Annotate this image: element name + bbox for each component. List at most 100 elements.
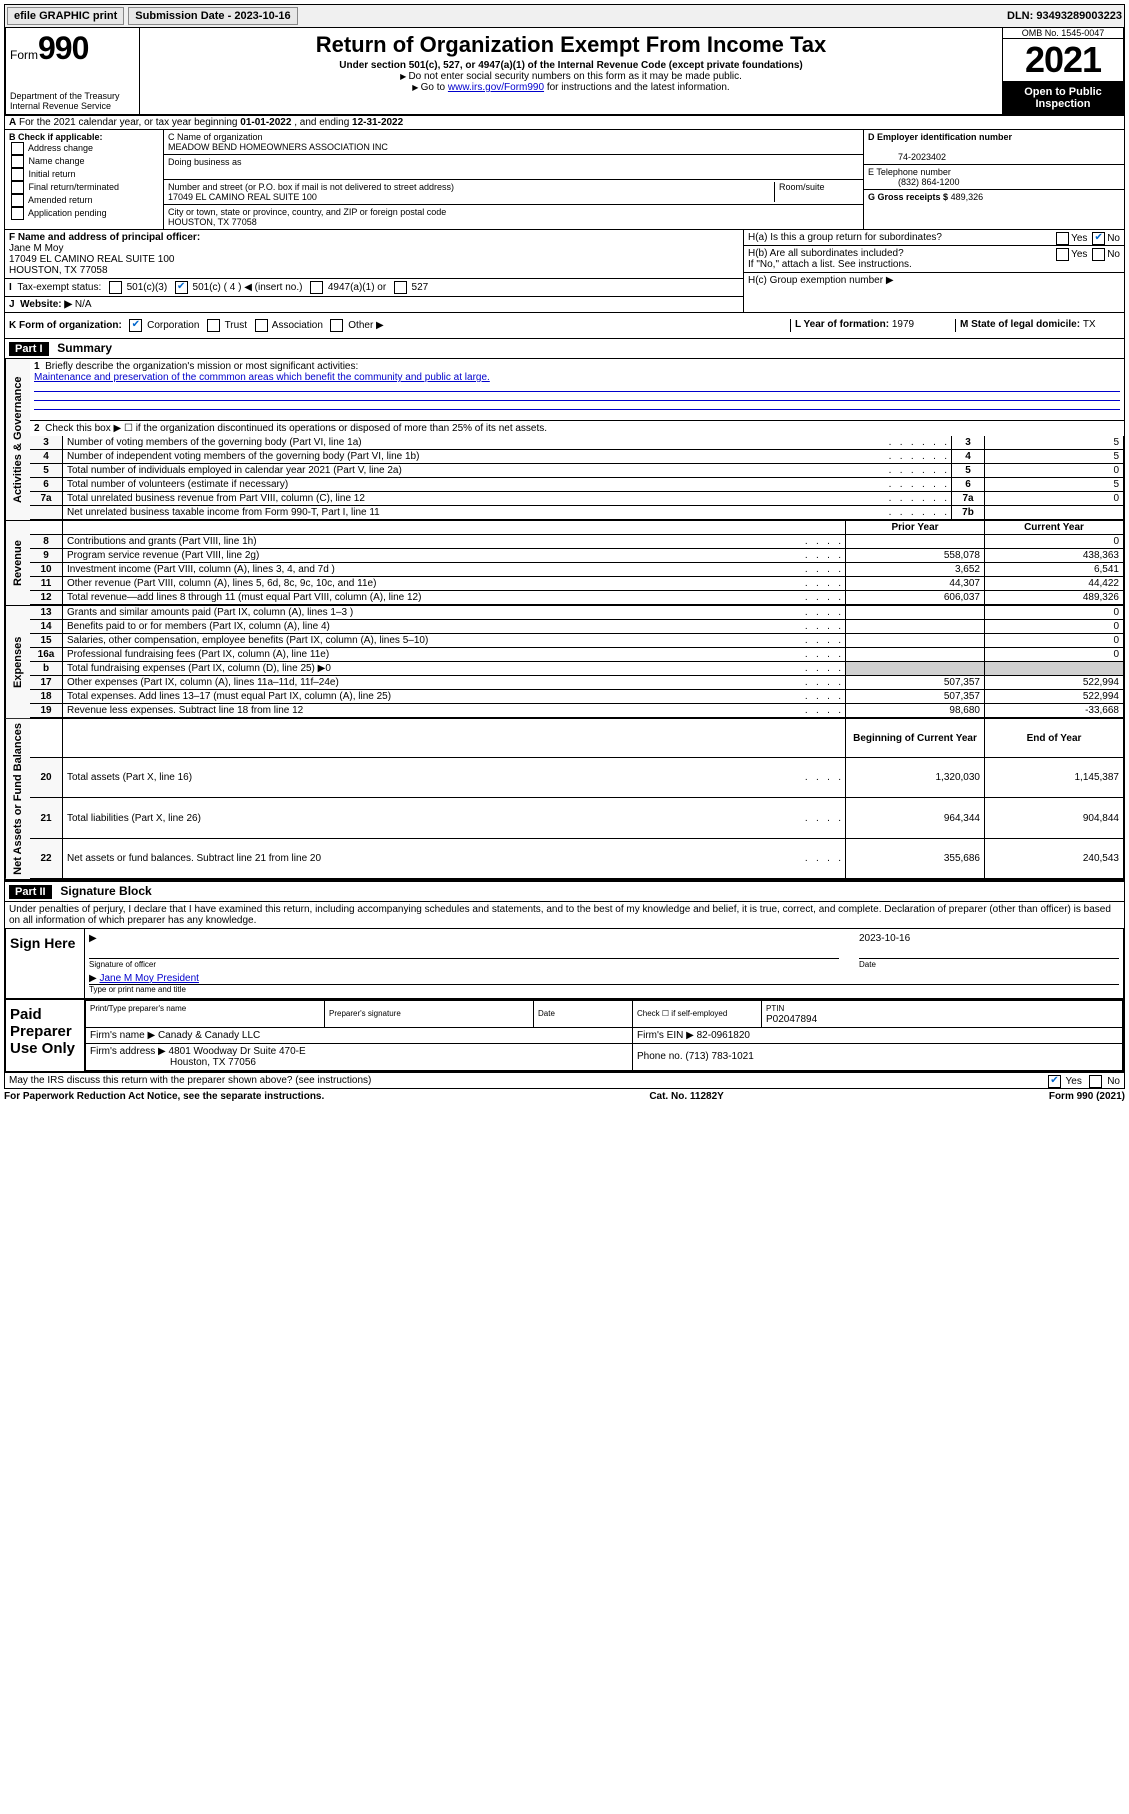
cell-ein: D Employer identification number 74-2023…	[864, 130, 1124, 165]
table-row: 10Investment income (Part VIII, column (…	[30, 563, 1124, 577]
discuss-no: No	[1107, 1076, 1120, 1087]
k-label: K Form of organization:	[9, 320, 122, 331]
f-label: F Name and address of principal officer:	[9, 232, 200, 243]
col-c: C Name of organization MEADOW BEND HOMEO…	[164, 130, 863, 229]
chk-trust[interactable]	[207, 319, 220, 332]
note2-post: for instructions and the latest informat…	[544, 82, 730, 93]
c-city-label: City or town, state or province, country…	[168, 207, 446, 217]
section-net-assets: Net Assets or Fund Balances Beginning of…	[4, 719, 1125, 880]
footer: For Paperwork Reduction Act Notice, see …	[4, 1089, 1125, 1104]
note-link: Go to www.irs.gov/Form990 for instructio…	[146, 82, 996, 93]
col-de: D Employer identification number 74-2023…	[863, 130, 1124, 229]
efile-button[interactable]: efile GRAPHIC print	[7, 7, 124, 25]
chk-501c3[interactable]	[109, 281, 122, 294]
d-value: 74-2023402	[868, 152, 946, 162]
table-governance: 3Number of voting members of the governi…	[30, 436, 1124, 520]
table-row: 11Other revenue (Part VIII, column (A), …	[30, 577, 1124, 591]
rowa-text: For the 2021 calendar year, or tax year …	[19, 117, 240, 128]
q1-answer: Maintenance and preservation of the comm…	[34, 372, 490, 383]
form-title: Return of Organization Exempt From Incom…	[146, 32, 996, 58]
paid-prep-label: Paid Preparer Use Only	[6, 1000, 85, 1071]
dln: DLN: 93493289003223	[1007, 10, 1122, 22]
m-label: M State of legal domicile:	[960, 319, 1083, 330]
f-name: Jane M Moy	[9, 243, 63, 254]
d-label: D Employer identification number	[868, 132, 1012, 142]
note2-pre: Go to	[421, 82, 448, 93]
section-expenses: Expenses 13Grants and similar amounts pa…	[4, 606, 1125, 719]
part2-badge: Part II	[9, 885, 52, 899]
room-suite: Room/suite	[774, 182, 859, 202]
sign-here-label: Sign Here	[6, 929, 85, 998]
rowa-end: 12-31-2022	[352, 117, 403, 128]
c-addr-value: 17049 EL CAMINO REAL SUITE 100	[168, 192, 317, 202]
preparer-table: Print/Type preparer's name Preparer's si…	[85, 1000, 1123, 1071]
footer-cat: Cat. No. 11282Y	[649, 1091, 723, 1102]
chk-initial-return[interactable]	[11, 168, 24, 181]
row-j-website: J Website: ▶ N/A	[5, 297, 743, 312]
header-right: OMB No. 1545-0047 2021 Open to Public In…	[1002, 28, 1123, 114]
chk-address-change[interactable]	[11, 142, 24, 155]
chk-ha-yes[interactable]	[1056, 232, 1069, 245]
chk-application-pending[interactable]	[11, 207, 24, 220]
prep-sig-cell: Preparer's signature	[325, 1000, 534, 1027]
c-name-label: C Name of organization	[168, 132, 263, 142]
chk-hb-yes[interactable]	[1056, 248, 1069, 261]
footer-pra: For Paperwork Reduction Act Notice, see …	[4, 1091, 324, 1102]
j-label: Website: ▶	[20, 299, 72, 310]
prep-date-cell: Date	[534, 1000, 633, 1027]
irs-link[interactable]: www.irs.gov/Form990	[448, 82, 544, 93]
chk-527[interactable]	[394, 281, 407, 294]
self-emp-cell: Check ☐ if self-employed	[633, 1000, 762, 1027]
chk-501c[interactable]	[175, 281, 188, 294]
cell-m: M State of legal domicile: TX	[955, 319, 1120, 332]
submission-date-button[interactable]: Submission Date - 2023-10-16	[128, 7, 297, 25]
hb-no: No	[1107, 249, 1120, 260]
chk-name-change[interactable]	[11, 155, 24, 168]
opt-final-return: Final return/terminated	[29, 182, 120, 192]
chk-final-return[interactable]	[11, 181, 24, 194]
chk-corp[interactable]	[129, 319, 142, 332]
dln-value: 93493289003223	[1036, 10, 1122, 22]
table-row: 20Total assets (Part X, line 16) . . . .…	[30, 758, 1124, 798]
row-hb: H(b) Are all subordinates included? Yes …	[744, 246, 1124, 273]
note-ssn: Do not enter social security numbers on …	[146, 71, 996, 82]
k-o4: Other ▶	[348, 320, 383, 331]
chk-discuss-yes[interactable]	[1048, 1075, 1061, 1088]
open-to-public: Open to Public Inspection	[1003, 82, 1123, 114]
table-row: 8Contributions and grants (Part VIII, li…	[30, 535, 1124, 549]
row-i-tax-status: I Tax-exempt status: 501(c)(3) 501(c) ( …	[5, 279, 743, 297]
opt-initial-return: Initial return	[29, 169, 76, 179]
form-header: Form990 Department of the Treasury Inter…	[4, 28, 1125, 116]
table-row: 12Total revenue—add lines 8 through 11 (…	[30, 591, 1124, 605]
table-row: 18Total expenses. Add lines 13–17 (must …	[30, 690, 1124, 704]
form-num: 990	[38, 30, 88, 66]
part2-title: Signature Block	[54, 884, 151, 898]
side-revenue: Revenue	[5, 521, 30, 605]
chk-other[interactable]	[330, 319, 343, 332]
l-value: 1979	[892, 319, 914, 330]
type-name-label: Type or print name and title	[89, 984, 1119, 994]
paid-preparer-block: Paid Preparer Use Only Print/Type prepar…	[4, 1000, 1125, 1073]
chk-ha-no[interactable]	[1092, 232, 1105, 245]
chk-amended-return[interactable]	[11, 194, 24, 207]
chk-assoc[interactable]	[255, 319, 268, 332]
sig-date: 2023-10-16	[859, 933, 1119, 944]
sig-officer-line: Signature of officer	[89, 958, 839, 969]
firm-name-cell: Firm's name ▶ Canady & Canady LLC	[86, 1027, 633, 1043]
firm-phone-cell: Phone no. (713) 783-1021	[633, 1043, 1123, 1070]
row-ha: H(a) Is this a group return for subordin…	[744, 230, 1124, 246]
opt-amended-return: Amended return	[28, 195, 93, 205]
chk-hb-no[interactable]	[1092, 248, 1105, 261]
cell-org-name: C Name of organization MEADOW BEND HOMEO…	[164, 130, 863, 155]
f-addr1: 17049 EL CAMINO REAL SUITE 100	[9, 254, 174, 265]
chk-discuss-no[interactable]	[1089, 1075, 1102, 1088]
chk-4947[interactable]	[310, 281, 323, 294]
section-governance: Activities & Governance 1 Briefly descri…	[4, 359, 1125, 521]
sign-right: ▶ Signature of officer 2023-10-16 Date ▶…	[85, 929, 1123, 998]
e-value: (832) 864-1200	[868, 177, 960, 187]
date-label: Date	[859, 958, 1119, 969]
header-left: Form990 Department of the Treasury Inter…	[6, 28, 140, 114]
i-o4: 527	[412, 282, 429, 293]
cell-dba: Doing business as	[164, 155, 863, 180]
subdate-label: Submission Date -	[135, 10, 234, 22]
